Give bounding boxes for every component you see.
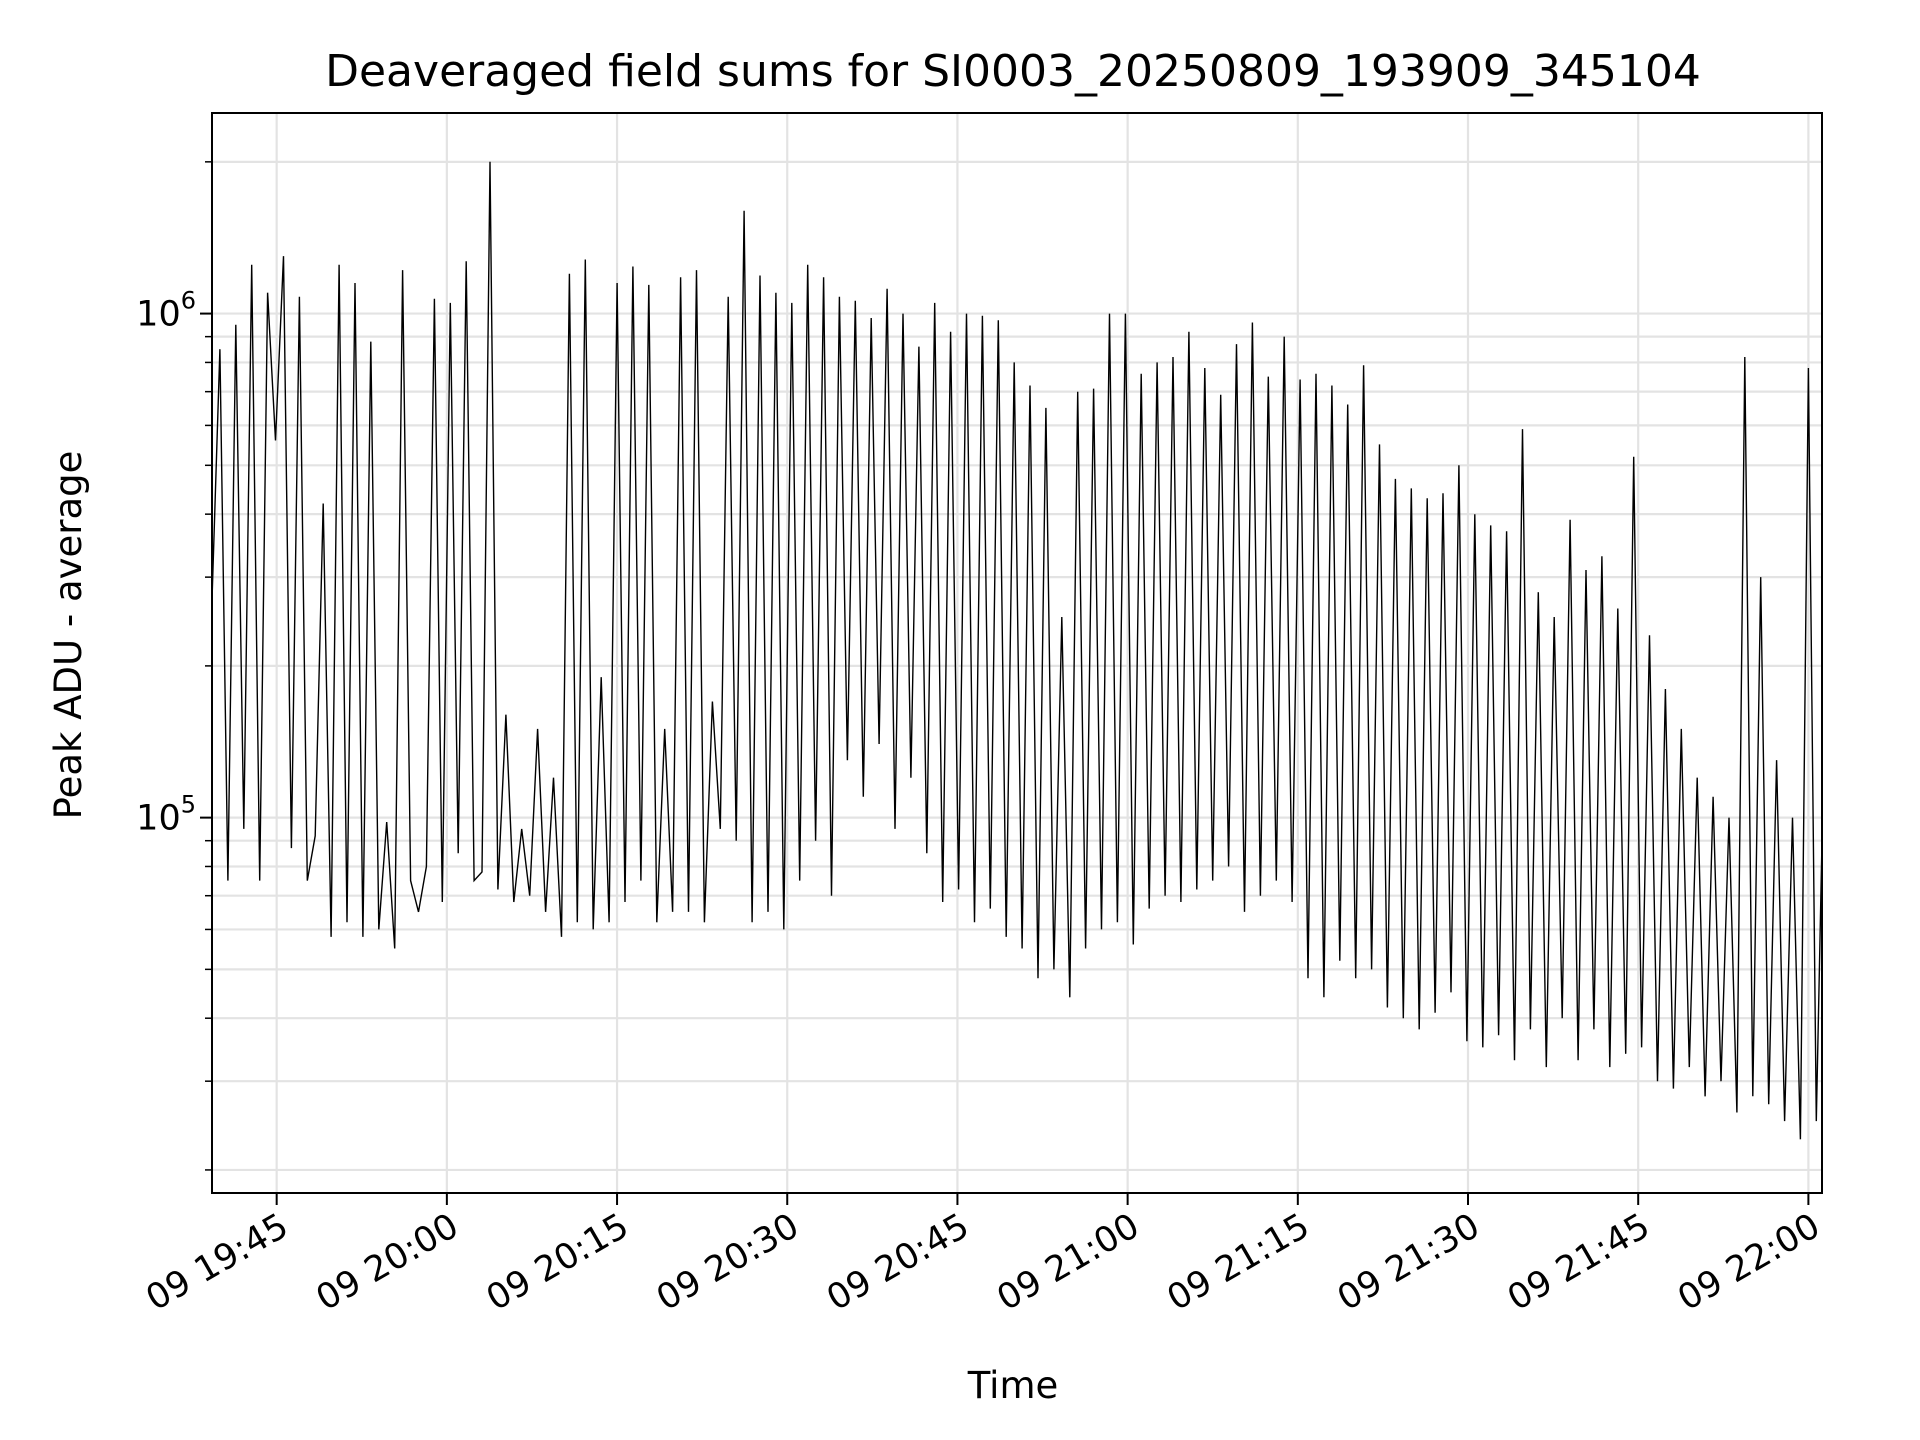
x-axis-label: Time [967,1364,1059,1407]
y-tick-label: 106 [136,287,196,335]
series-line-group [211,161,1823,1140]
series-line [211,161,1823,1140]
y-tick-exponent: 6 [181,287,196,315]
chart-title: Deaveraged field sums for SI0003_2025080… [325,46,1701,97]
y-tick-exponent: 5 [181,791,196,819]
y-tick-base: 10 [136,799,181,839]
plot-frame [211,112,1823,1194]
y-tick-base: 10 [136,295,181,335]
y-axis-label: Peak ADU - average [47,451,90,820]
y-tick-label: 105 [136,791,196,839]
